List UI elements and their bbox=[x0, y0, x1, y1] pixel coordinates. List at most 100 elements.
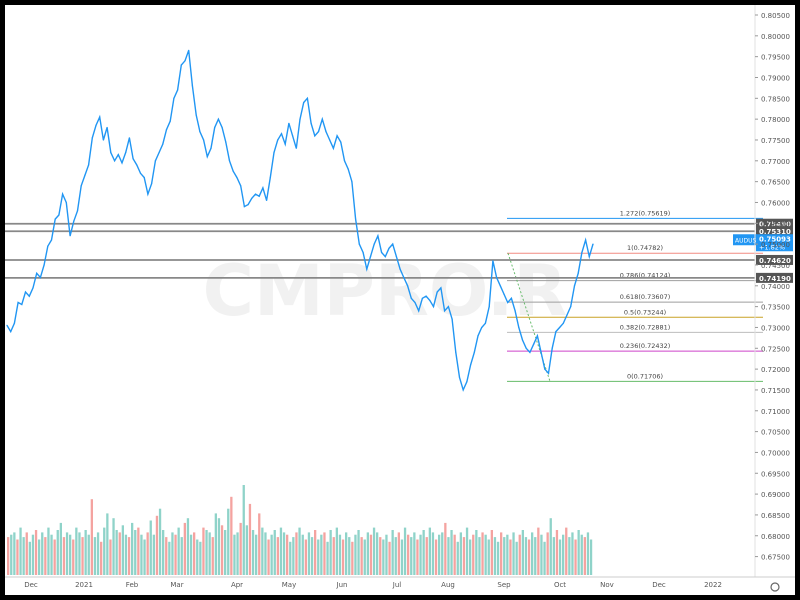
price-point bbox=[62, 193, 64, 195]
price-point bbox=[199, 131, 201, 133]
volume-bar bbox=[236, 532, 239, 575]
price-point bbox=[343, 160, 346, 162]
volume-bar bbox=[506, 534, 509, 575]
volume-bar bbox=[413, 532, 416, 575]
volume-bar bbox=[121, 525, 124, 575]
price-point bbox=[277, 139, 279, 141]
price-point bbox=[458, 376, 461, 378]
price-point bbox=[362, 251, 364, 254]
volume-bar bbox=[38, 539, 41, 575]
volume-bar bbox=[180, 537, 183, 575]
fib-level-label: 0.236(0.72432) bbox=[620, 342, 671, 350]
price-point bbox=[21, 303, 23, 306]
settings-gear-icon[interactable] bbox=[770, 582, 780, 592]
y-tick-label: 0.78000 bbox=[761, 116, 790, 124]
volume-bar bbox=[65, 532, 69, 575]
volume-bar bbox=[580, 534, 583, 575]
volume-bar bbox=[534, 537, 537, 575]
price-point bbox=[329, 139, 331, 141]
price-point bbox=[536, 335, 539, 337]
volume-bar bbox=[382, 539, 385, 575]
fib-level-label: 0(0.71706) bbox=[627, 372, 663, 380]
price-point bbox=[217, 118, 219, 120]
chart-svg[interactable]: CMPRO.R 1.272(0.75619) 1(0.74782) 0.786(0.… bbox=[5, 5, 795, 595]
price-point bbox=[347, 168, 349, 170]
volume-bar bbox=[376, 532, 379, 575]
price-point bbox=[10, 331, 12, 333]
price-point bbox=[180, 64, 182, 66]
volume-bar bbox=[469, 539, 472, 575]
last-price-label: 0.75093 bbox=[759, 235, 791, 243]
volume-bar bbox=[165, 537, 168, 575]
price-point bbox=[240, 185, 242, 187]
level-price-tag bbox=[756, 218, 793, 229]
x-tick-label: Oct bbox=[554, 581, 566, 589]
price-point bbox=[555, 331, 557, 333]
y-tick-label: 0.69000 bbox=[761, 491, 790, 499]
y-tick-label: 0.74000 bbox=[761, 283, 790, 291]
volume-bar bbox=[193, 532, 196, 575]
volume-bar bbox=[242, 485, 245, 575]
volume-bar bbox=[335, 527, 338, 575]
volume-bar bbox=[586, 532, 590, 575]
price-point bbox=[451, 318, 453, 320]
price-point bbox=[429, 299, 431, 301]
volume-bar bbox=[183, 522, 186, 575]
y-tick-label: 0.79500 bbox=[761, 54, 790, 62]
volume-bar bbox=[531, 532, 534, 575]
volume-bar bbox=[109, 539, 112, 575]
price-point bbox=[477, 335, 479, 337]
level-price-tag bbox=[756, 272, 793, 283]
x-tick-label: Feb bbox=[126, 581, 139, 589]
price-point bbox=[117, 154, 119, 156]
price-point bbox=[529, 351, 531, 353]
volume-bar bbox=[25, 532, 28, 575]
price-point bbox=[414, 301, 416, 304]
time-axis[interactable]: Dec 2021 Feb Mar Apr May Jun Jul Aug Sep Oct Nov Dec… bbox=[5, 576, 795, 592]
volume-bar bbox=[72, 539, 75, 575]
volume-bar bbox=[422, 530, 425, 575]
volume-bar bbox=[155, 515, 159, 575]
volume-bar bbox=[543, 541, 546, 575]
volume-bar bbox=[487, 539, 490, 575]
price-point bbox=[132, 158, 134, 160]
price-point bbox=[151, 183, 153, 185]
volume-bar bbox=[7, 537, 10, 575]
price-point bbox=[544, 368, 546, 370]
volume-bar bbox=[168, 541, 171, 575]
y-tick-label: 0.71000 bbox=[761, 408, 790, 416]
price-axis[interactable]: 0.80500 0.80000 0.79500 0.79000 0.78500 0.780… bbox=[754, 5, 790, 577]
price-point bbox=[388, 247, 390, 249]
price-point bbox=[258, 195, 260, 197]
price-point bbox=[221, 126, 223, 129]
y-tick-label: 0.76500 bbox=[761, 179, 790, 187]
volume-bar bbox=[251, 530, 255, 575]
volume-bar bbox=[131, 522, 134, 575]
price-point bbox=[50, 239, 53, 241]
price-point bbox=[317, 131, 320, 133]
volume-bar bbox=[62, 537, 66, 575]
price-point bbox=[121, 162, 123, 164]
volume-bar bbox=[354, 534, 357, 575]
volume-bar bbox=[152, 534, 155, 575]
y-tick-label: 0.76000 bbox=[761, 199, 790, 207]
volume-bar bbox=[158, 508, 162, 575]
volume-bar bbox=[143, 539, 146, 575]
volume-bar bbox=[546, 532, 549, 575]
level-price-label: 0.74190 bbox=[759, 275, 791, 283]
y-tick-label: 0.74500 bbox=[761, 262, 790, 270]
price-point bbox=[410, 297, 412, 299]
price-point bbox=[232, 170, 234, 172]
price-point bbox=[444, 310, 446, 312]
volume-bar bbox=[267, 539, 270, 575]
y-tick-label: 0.70500 bbox=[761, 429, 790, 437]
volume-bar bbox=[273, 530, 276, 575]
volume-bar bbox=[459, 532, 462, 575]
volume-bar bbox=[441, 532, 444, 575]
y-tick-label: 0.77500 bbox=[761, 137, 790, 145]
price-point bbox=[310, 122, 312, 124]
volume-bar bbox=[112, 518, 115, 575]
price-point bbox=[455, 351, 457, 353]
